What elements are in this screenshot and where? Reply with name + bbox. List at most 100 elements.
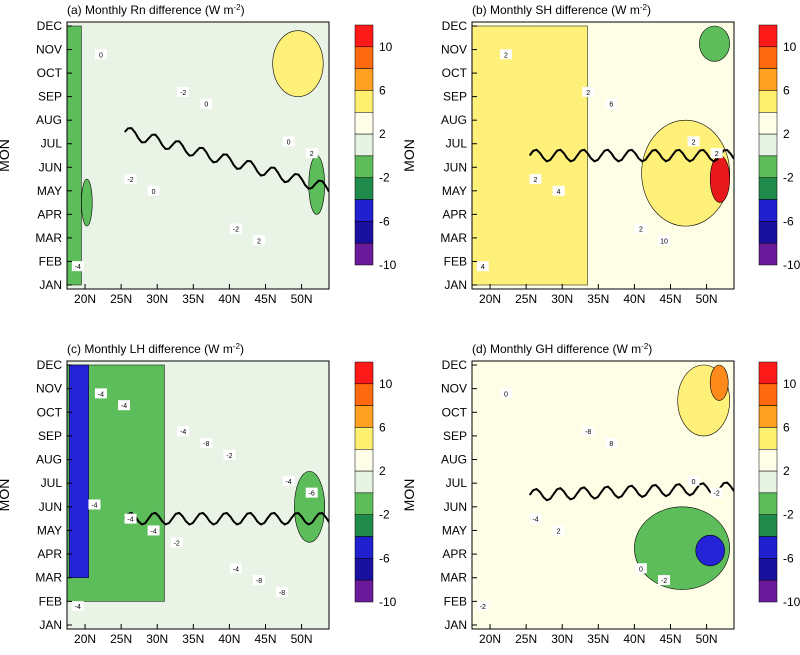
contour-label: -8 (252, 575, 265, 586)
contour-label: -4 (88, 499, 101, 510)
colorbar-label: -10 (783, 595, 800, 609)
y-tick-label: JUN (39, 500, 62, 514)
contour-blob (634, 506, 730, 590)
x-tick-label: 35N (182, 632, 204, 646)
contour-label: -4 (147, 525, 160, 536)
contour-label: -4 (177, 426, 190, 437)
y-tick-label: DEC (442, 358, 468, 372)
colorbar-label: 6 (379, 420, 386, 434)
contour-label-text: -8 (256, 578, 262, 585)
features: 4 2 2 2 2 2 4 6 10 2 (472, 25, 734, 286)
x-tick-label: 45N (254, 292, 276, 306)
contour-blob (272, 30, 324, 97)
contour-band (67, 25, 82, 286)
contour-label: 0 (200, 98, 213, 109)
y-tick-label: DEC (37, 358, 63, 372)
contour-label-box (147, 525, 160, 536)
contour-label-text: 0 (692, 479, 696, 486)
colorbar-label: -2 (783, 171, 794, 185)
colorbar-segment (758, 155, 778, 178)
contour-label: -4 (124, 513, 137, 524)
contour-label-box (605, 98, 618, 109)
zero-contour (123, 511, 329, 526)
contour-label-box (710, 148, 723, 159)
colorbar-label: 10 (379, 377, 393, 391)
contour-label: -4 (529, 513, 542, 524)
contour-label-text: 6 (609, 102, 613, 109)
x-tick-label: 20N (74, 632, 96, 646)
colorbar-label: -6 (379, 551, 390, 565)
contour-label: -4 (229, 563, 242, 574)
contour-label: 2 (687, 136, 700, 147)
contour-label-text: -6 (309, 491, 315, 498)
y-tick-label: OCT (442, 405, 468, 419)
colorbar-label: 6 (783, 420, 790, 434)
y-tick-label: MAR (440, 231, 467, 245)
contour-label-box (687, 136, 700, 147)
contour-label-text: 2 (534, 177, 538, 184)
contour-label: 8 (605, 438, 618, 448)
contour-label-text: -4 (532, 517, 538, 524)
contour-label: -2 (229, 223, 242, 234)
x-tick-label: 50N (696, 292, 718, 306)
y-tick-label: JUN (444, 160, 467, 174)
contour-label: -2 (124, 174, 137, 185)
colorbar-label: 10 (783, 40, 797, 54)
colorbar-segment (354, 579, 374, 603)
contour-label-box (94, 388, 107, 399)
y-tick-label: MAY (37, 523, 62, 537)
panel-title: (a) Monthly Rn difference (W m-2) (67, 3, 245, 18)
contour-label: 6 (605, 98, 618, 109)
y-tick-label: AUG (36, 113, 62, 127)
x-tick-label: 45N (659, 632, 681, 646)
title-end: ) (647, 3, 651, 17)
contour-label: 2 (552, 525, 565, 536)
colorbar-segment (758, 177, 778, 200)
contour-label-box (177, 86, 190, 97)
y-tick-label: AUG (36, 453, 62, 467)
contour-label-box (252, 235, 265, 246)
contour-label-box (605, 438, 618, 448)
colorbar-segment (354, 90, 374, 113)
title-end: ) (648, 342, 652, 356)
colorbar-segment (354, 177, 374, 200)
contour-label-text: -4 (121, 403, 127, 410)
contour-label-text: 0 (204, 102, 208, 109)
zero-contour (528, 148, 734, 163)
contour-label-text: -4 (91, 502, 97, 509)
zero-contour (528, 481, 734, 502)
colorbar-label: -10 (783, 258, 800, 272)
contour-label: 2 (305, 148, 318, 159)
y-tick-label: MAY (442, 523, 467, 537)
x-tick-label: 30N (146, 632, 168, 646)
colorbar-segment (354, 514, 374, 537)
x-tick-label: 25N (110, 632, 132, 646)
y-tick-label: SEP (443, 90, 467, 104)
contour-label-box (305, 487, 318, 498)
contour-label-text: 2 (715, 151, 719, 158)
y-tick-label: OCT (37, 66, 63, 80)
y-tick-label: JUL (446, 137, 468, 151)
panel-title: (b) Monthly SH difference (W m-2) (472, 3, 651, 18)
contour-label-text: 0 (639, 566, 643, 573)
colorbar-segment (758, 558, 778, 581)
contour-label-text: -8 (279, 590, 285, 597)
x-tick-label: 25N (110, 292, 132, 306)
colorbar-segment (758, 24, 778, 48)
y-tick-label: NOV (441, 43, 467, 57)
contour-label-text: 0 (504, 391, 508, 398)
contour-label-text: 0 (99, 52, 103, 59)
contour-label: 0 (147, 185, 160, 196)
colorbar-segment (758, 470, 778, 494)
contour-label-box (147, 185, 160, 196)
colorbar-segment (758, 221, 778, 244)
y-tick-label: OCT (37, 405, 63, 419)
colorbar-label: 2 (379, 464, 386, 478)
y-tick-label: JUL (446, 476, 468, 490)
contour-label: 4 (476, 261, 489, 272)
contour-label-box (124, 174, 137, 185)
contour-label: -8 (200, 438, 213, 448)
x-tick-label: 30N (146, 292, 168, 306)
colorbar-segment (354, 155, 374, 178)
y-tick-label: APR (442, 547, 467, 561)
